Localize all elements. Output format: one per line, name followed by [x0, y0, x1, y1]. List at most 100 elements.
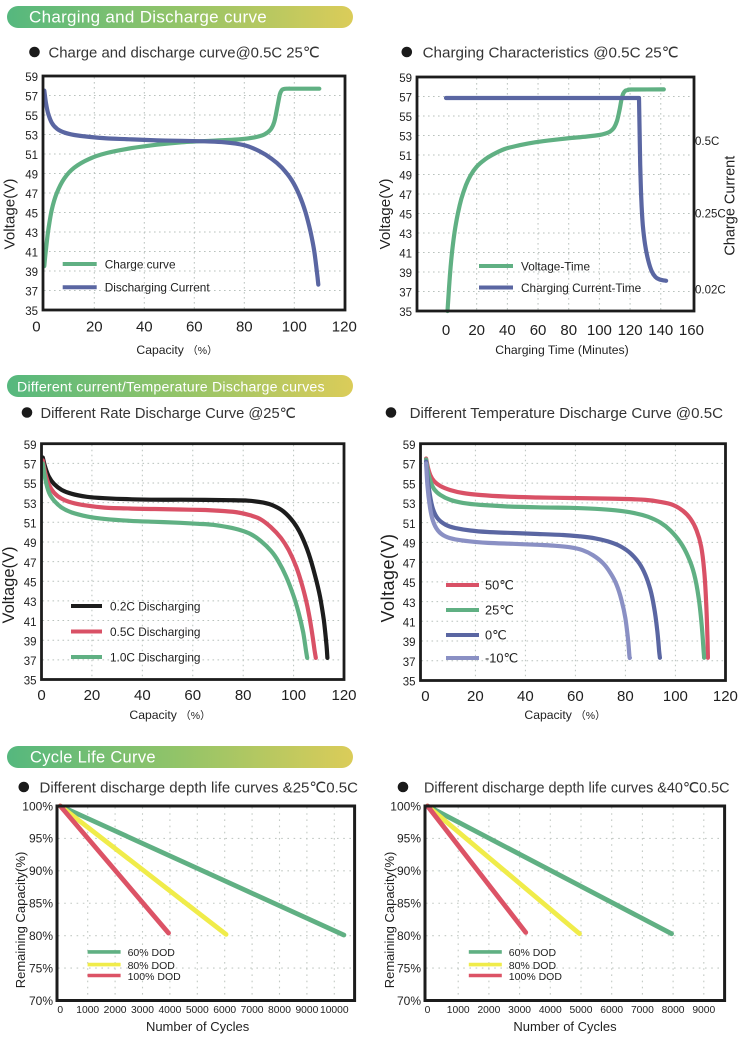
- svg-text:40: 40: [134, 687, 151, 704]
- svg-text:Charge and discharge curve@0.5: Charge and discharge curve@0.5C 25℃: [49, 45, 320, 61]
- svg-text:100%: 100%: [390, 799, 421, 813]
- svg-text:20: 20: [468, 322, 485, 339]
- svg-text:Remaining Capacity(%): Remaining Capacity(%): [382, 852, 397, 989]
- svg-text:0.2C Discharging: 0.2C Discharging: [110, 599, 201, 613]
- svg-text:2000: 2000: [104, 1005, 127, 1016]
- svg-text:40: 40: [499, 322, 516, 339]
- svg-text:39: 39: [403, 637, 416, 649]
- svg-text:8000: 8000: [268, 1005, 291, 1016]
- svg-text:80% DOD: 80% DOD: [509, 960, 557, 972]
- svg-text:53: 53: [24, 499, 37, 511]
- svg-text:60% DOD: 60% DOD: [128, 947, 176, 959]
- svg-text:-10℃: -10℃: [485, 650, 518, 665]
- svg-text:100% DOD: 100% DOD: [509, 971, 563, 983]
- svg-text:70%: 70%: [397, 994, 421, 1008]
- svg-text:47: 47: [25, 189, 38, 201]
- svg-text:0.02C: 0.02C: [695, 285, 726, 297]
- svg-text:Voltage(V): Voltage(V): [378, 533, 398, 622]
- svg-text:Cycle Life Curve: Cycle Life Curve: [30, 749, 156, 767]
- svg-text:35: 35: [24, 676, 37, 688]
- svg-text:45: 45: [25, 209, 38, 221]
- svg-text:80: 80: [560, 322, 577, 339]
- svg-text:70%: 70%: [29, 994, 53, 1008]
- svg-text:Charge Current: Charge Current: [723, 156, 739, 256]
- svg-text:95%: 95%: [29, 832, 53, 846]
- svg-text:75%: 75%: [397, 961, 421, 975]
- svg-text:0: 0: [442, 322, 450, 339]
- svg-text:59: 59: [25, 72, 38, 84]
- svg-text:49: 49: [403, 539, 416, 551]
- svg-text:35: 35: [399, 307, 412, 319]
- svg-text:120: 120: [332, 687, 357, 704]
- svg-text:Different Rate Discharge Curve: Different Rate Discharge Curve @25℃: [41, 406, 297, 422]
- svg-text:0: 0: [425, 1005, 431, 1016]
- svg-text:1.0C Discharging: 1.0C Discharging: [110, 650, 201, 664]
- svg-text:57: 57: [25, 92, 38, 104]
- svg-text:47: 47: [403, 558, 416, 570]
- svg-text:60% DOD: 60% DOD: [509, 947, 557, 959]
- svg-text:1000: 1000: [447, 1005, 470, 1016]
- svg-text:8000: 8000: [662, 1005, 685, 1016]
- svg-text:Capacity （%）: Capacity （%）: [129, 708, 210, 722]
- svg-text:59: 59: [403, 440, 416, 452]
- svg-text:6000: 6000: [213, 1005, 236, 1016]
- svg-text:3000: 3000: [131, 1005, 154, 1016]
- svg-text:Charge curve: Charge curve: [105, 257, 176, 271]
- svg-text:3000: 3000: [508, 1005, 531, 1016]
- svg-text:55: 55: [25, 111, 38, 123]
- svg-text:7000: 7000: [241, 1005, 264, 1016]
- svg-text:120: 120: [618, 322, 643, 339]
- svg-text:120: 120: [713, 688, 738, 705]
- svg-text:90%: 90%: [397, 864, 421, 878]
- svg-text:Discharging Current: Discharging Current: [105, 281, 211, 295]
- svg-text:0: 0: [421, 688, 429, 705]
- svg-text:Remaining Capacity(%): Remaining Capacity(%): [13, 852, 28, 989]
- svg-text:80%: 80%: [397, 929, 421, 943]
- svg-text:57: 57: [403, 460, 416, 472]
- svg-text:75%: 75%: [29, 961, 53, 975]
- svg-text:47: 47: [24, 558, 37, 570]
- svg-text:57: 57: [24, 460, 37, 472]
- svg-text:85%: 85%: [397, 897, 421, 911]
- svg-text:41: 41: [25, 248, 38, 260]
- svg-text:45: 45: [399, 210, 412, 222]
- svg-text:Different discharge depth life: Different discharge depth life curves &2…: [40, 779, 359, 796]
- svg-text:60: 60: [184, 687, 201, 704]
- svg-text:39: 39: [24, 636, 37, 648]
- svg-text:Different Temperature Discharg: Different Temperature Discharge Curve @0…: [410, 405, 724, 422]
- svg-text:51: 51: [24, 519, 37, 531]
- svg-text:53: 53: [25, 131, 38, 143]
- svg-text:10000: 10000: [320, 1005, 349, 1016]
- svg-text:Capacity （%）: Capacity （%）: [136, 343, 217, 357]
- svg-text:0: 0: [37, 687, 45, 704]
- svg-text:100% DOD: 100% DOD: [128, 971, 182, 983]
- svg-text:60: 60: [186, 319, 203, 336]
- svg-text:43: 43: [399, 229, 412, 241]
- svg-text:25℃: 25℃: [485, 602, 514, 617]
- svg-text:41: 41: [399, 249, 412, 261]
- svg-text:2000: 2000: [477, 1005, 500, 1016]
- svg-text:1000: 1000: [76, 1005, 99, 1016]
- svg-text:35: 35: [25, 306, 38, 318]
- svg-text:55: 55: [399, 112, 412, 124]
- svg-text:0.5C: 0.5C: [695, 136, 719, 148]
- svg-text:5000: 5000: [570, 1005, 593, 1016]
- svg-text:39: 39: [399, 268, 412, 280]
- svg-text:100%: 100%: [22, 799, 53, 813]
- svg-text:80% DOD: 80% DOD: [128, 960, 176, 972]
- svg-text:39: 39: [25, 267, 38, 279]
- svg-text:4000: 4000: [158, 1005, 181, 1016]
- svg-text:0.25C: 0.25C: [695, 209, 726, 221]
- svg-text:9000: 9000: [692, 1005, 715, 1016]
- svg-text:0: 0: [57, 1005, 63, 1016]
- svg-text:59: 59: [24, 440, 37, 452]
- svg-text:53: 53: [399, 132, 412, 144]
- svg-text:57: 57: [399, 93, 412, 105]
- svg-text:120: 120: [332, 319, 357, 336]
- svg-text:60: 60: [567, 688, 584, 705]
- svg-text:6000: 6000: [600, 1005, 623, 1016]
- svg-text:43: 43: [25, 228, 38, 240]
- svg-text:37: 37: [25, 287, 38, 299]
- svg-text:5000: 5000: [186, 1005, 209, 1016]
- svg-text:43: 43: [403, 598, 416, 610]
